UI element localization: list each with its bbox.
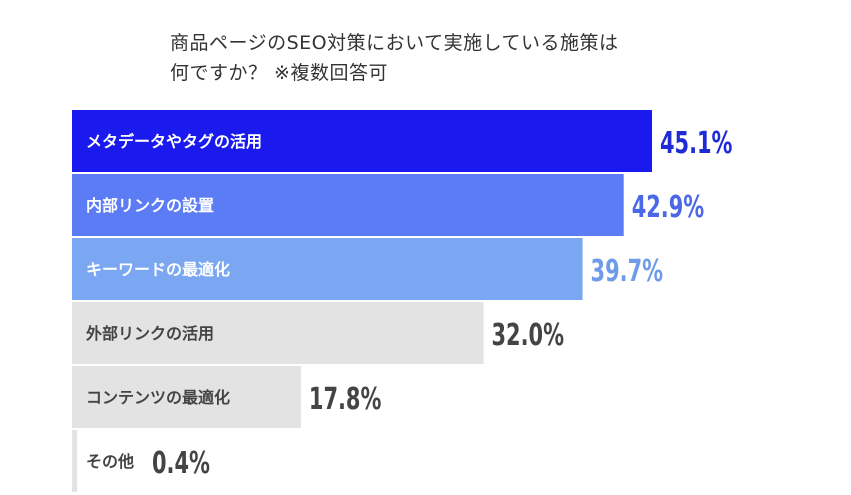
bar-category-label-3: キーワードの最適化 — [86, 260, 230, 279]
bar-value-label-2: 42.9% — [632, 190, 705, 225]
bar-3 — [72, 238, 583, 300]
chart-title-line-2: 何ですか？ ※複数回答可 — [170, 62, 388, 84]
bar-value-label-5: 17.8% — [309, 382, 382, 417]
bar-6 — [72, 430, 78, 492]
bar-5 — [72, 366, 301, 428]
bar-4 — [72, 302, 484, 364]
chart-title-line-1: 商品ページのSEO対策において実施している施策は — [170, 32, 619, 54]
bar-value-label-1: 45.1% — [660, 126, 733, 161]
bar-category-label-1: メタデータやタグの活用 — [86, 132, 262, 151]
bar-1 — [72, 110, 652, 172]
bar-category-label-4: 外部リンクの活用 — [85, 324, 214, 343]
bar-2 — [72, 174, 624, 236]
bar-category-label-2: 内部リンクの設置 — [86, 196, 214, 215]
chart-title: 商品ページのSEO対策において実施している施策は 何ですか？ ※複数回答可 — [170, 28, 619, 88]
bar-category-label-5: コンテンツの最適化 — [86, 388, 230, 407]
bar-category-label-6: その他 — [86, 452, 134, 471]
bar-value-label-4: 32.0% — [492, 318, 564, 353]
bar-value-label-3: 39.7% — [591, 254, 664, 289]
bar-value-label-6: 0.4% — [152, 446, 210, 481]
